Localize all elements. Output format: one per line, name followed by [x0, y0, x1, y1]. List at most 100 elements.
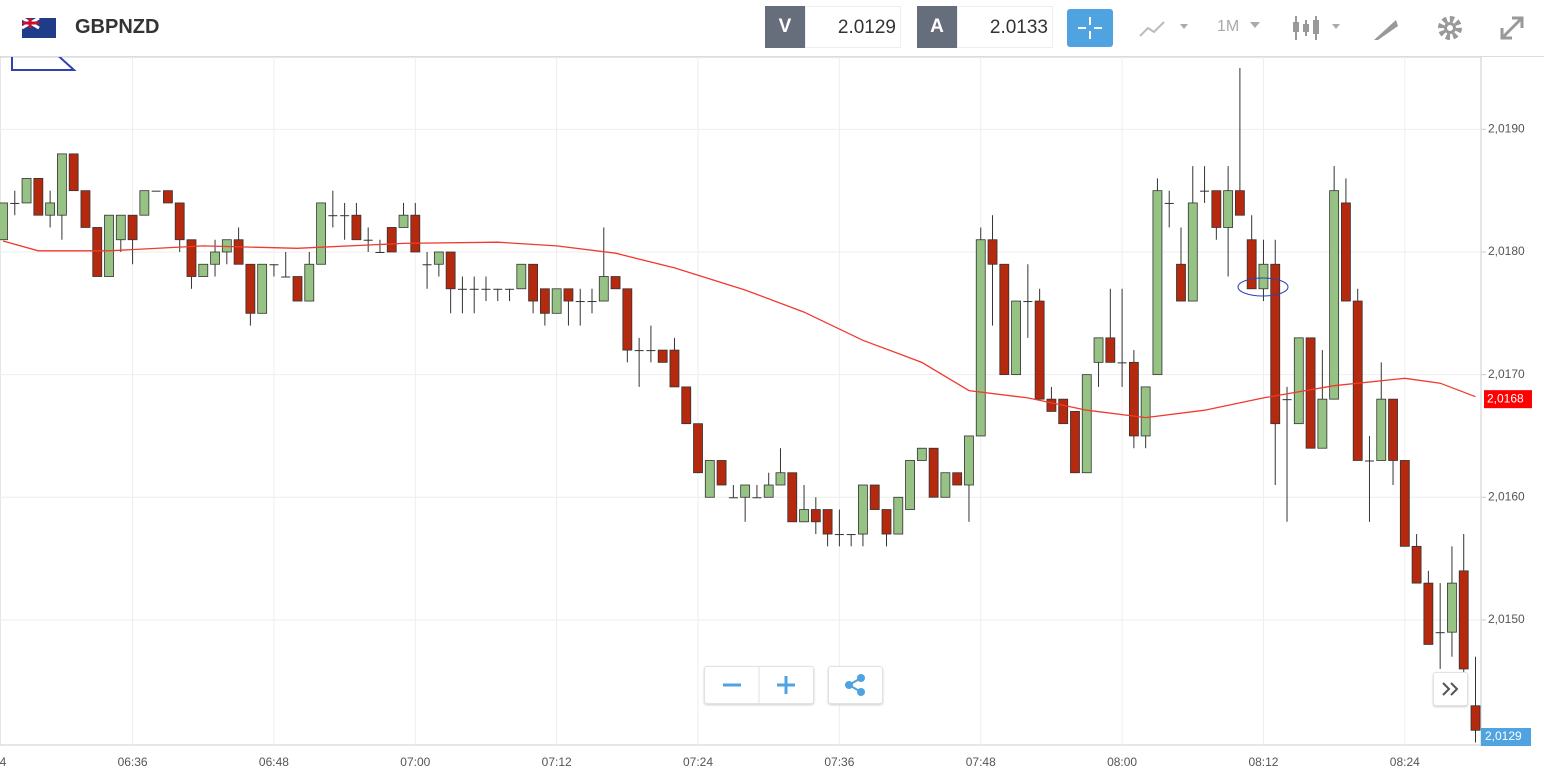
- candle-body: [587, 301, 597, 303]
- candle-body: [669, 349, 680, 388]
- y-tick-label: 2,0170: [1488, 367, 1525, 381]
- x-tick-label: 07:00: [400, 755, 430, 769]
- candle-body: [505, 288, 515, 290]
- candle-body: [858, 484, 868, 535]
- candle-body: [1305, 337, 1316, 449]
- ask-price[interactable]: 2.0133: [957, 6, 1053, 48]
- candle-body: [92, 227, 103, 277]
- candle-body: [728, 497, 738, 499]
- candle-body: [410, 214, 421, 253]
- candle-body: [822, 509, 833, 535]
- toolbar: GBPNZD V 2.0129 A 2.0133 1M: [0, 0, 1544, 57]
- candle-body: [752, 497, 762, 499]
- candle-body: [281, 276, 291, 278]
- candle-body: [1388, 398, 1398, 461]
- candle-body: [1341, 202, 1351, 302]
- candle-body: [952, 472, 963, 486]
- candle-body: [198, 263, 209, 277]
- x-tick-label: 07:48: [966, 755, 996, 769]
- ask-label[interactable]: A: [917, 6, 957, 48]
- candle-body: [657, 349, 668, 363]
- candle-body: [539, 288, 550, 314]
- candle-body: [127, 214, 138, 241]
- candle-body: [1411, 545, 1422, 584]
- candle-body: [622, 288, 633, 351]
- candle-body: [1164, 202, 1174, 204]
- candle-body: [174, 202, 185, 241]
- candle-body: [457, 288, 467, 290]
- zoom-icons: [723, 667, 795, 703]
- x-tick-label: 07:24: [683, 755, 713, 769]
- candle-body: [1235, 190, 1245, 216]
- candle-body: [1423, 582, 1434, 645]
- candle-body: [1223, 190, 1234, 228]
- candle-body: [292, 276, 303, 302]
- candle-body: [516, 263, 527, 290]
- candle-body: [975, 239, 986, 437]
- candle-body: [1447, 582, 1457, 633]
- candle-body: [598, 276, 609, 302]
- scroll-end-button[interactable]: [1433, 672, 1468, 706]
- y-tick-label: 2,0180: [1488, 244, 1525, 258]
- candle-body: [139, 190, 150, 216]
- candle-body: [646, 350, 656, 352]
- x-tick-label: 08:24: [1390, 755, 1420, 769]
- candle-body: [1128, 361, 1139, 437]
- candle-body: [881, 509, 892, 535]
- candle-body: [999, 263, 1010, 376]
- settings-button[interactable]: [1436, 14, 1464, 42]
- candle-body: [210, 251, 220, 265]
- candle-body: [964, 435, 974, 486]
- candle-body: [634, 350, 644, 352]
- candle-body: [1364, 460, 1374, 462]
- share-button[interactable]: [828, 666, 883, 704]
- candle-body: [775, 472, 786, 486]
- zoom-in[interactable]: [777, 676, 795, 694]
- candle-body: [1270, 263, 1281, 425]
- x-tick-label: 08:12: [1248, 755, 1278, 769]
- candle-body: [563, 288, 574, 302]
- fullscreen-button[interactable]: [1498, 14, 1526, 42]
- candle-body: [928, 447, 939, 498]
- bid-price[interactable]: 2.0129: [805, 6, 901, 48]
- candle-body: [104, 214, 114, 277]
- scroll-icon: [1442, 682, 1459, 696]
- bid-label[interactable]: V: [765, 6, 805, 48]
- moving-average: [2, 240, 1476, 419]
- candle-body: [1023, 301, 1033, 303]
- candle-body: [916, 447, 927, 461]
- y-tick-label: 2,0160: [1488, 489, 1525, 503]
- candle-body: [316, 202, 326, 265]
- candle-body: [1152, 190, 1163, 376]
- crosshair-button[interactable]: [1067, 9, 1113, 47]
- candle-body: [1140, 386, 1151, 437]
- chart-type-button[interactable]: [1138, 16, 1194, 40]
- symbol[interactable]: GBPNZD: [75, 16, 160, 38]
- candle-body: [810, 509, 821, 523]
- candle-body: [846, 534, 856, 536]
- x-tick-label: 06:48: [259, 755, 289, 769]
- candle-body: [869, 484, 880, 510]
- candle-body: [68, 153, 79, 192]
- candle-body: [1070, 411, 1080, 474]
- candle-body: [351, 214, 362, 241]
- drawing-tools-button[interactable]: [1372, 16, 1400, 42]
- candle-body: [1105, 337, 1116, 363]
- candle-body: [1470, 705, 1481, 731]
- candle-body: [21, 178, 32, 204]
- candle-body: [575, 301, 585, 303]
- candle-body: [1176, 263, 1186, 302]
- candle-body: [799, 509, 809, 523]
- timeframe[interactable]: 1M: [1217, 18, 1240, 35]
- candle-body: [422, 264, 432, 266]
- candle-body: [363, 239, 373, 241]
- candle-body: [80, 190, 91, 228]
- candle-body: [1211, 190, 1222, 228]
- candle-body: [1435, 632, 1445, 634]
- candle-body: [693, 423, 703, 474]
- candle-style-button[interactable]: [1290, 14, 1346, 42]
- plot-area: [0, 56, 1482, 746]
- candle-body: [33, 178, 44, 216]
- candle-body: [1187, 202, 1198, 302]
